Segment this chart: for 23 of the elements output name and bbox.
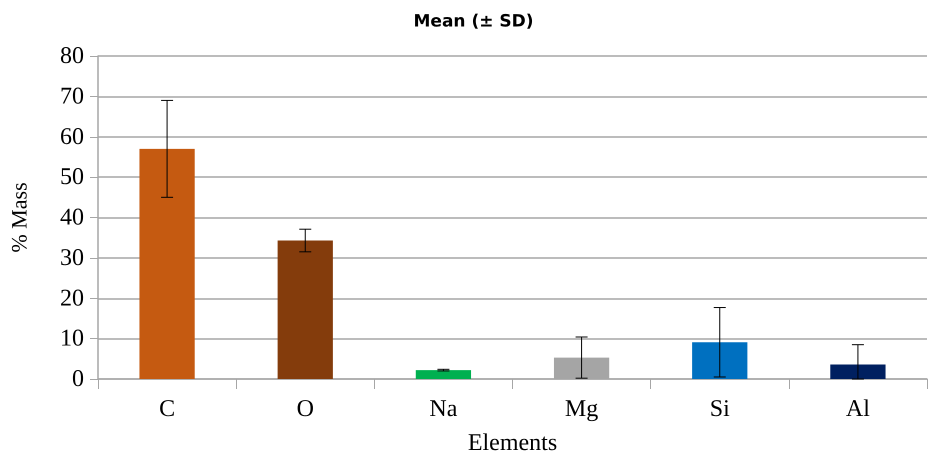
bar — [416, 370, 472, 379]
x-tick-label: Al — [846, 396, 870, 422]
y-axis-title: % Mass — [6, 182, 32, 253]
x-tick-label: Si — [710, 396, 730, 422]
x-tick-label: C — [159, 396, 176, 422]
bar — [692, 342, 748, 379]
y-tick-label: 40 — [60, 204, 84, 230]
chart-title: Mean (± SD) — [414, 12, 534, 32]
y-tick-label: 20 — [60, 285, 84, 312]
bar — [278, 240, 333, 379]
x-tick-label: Na — [429, 396, 458, 422]
y-tick-label: 10 — [60, 326, 84, 352]
bar — [830, 364, 886, 379]
x-tick-label: O — [296, 396, 314, 422]
y-tick-label: 70 — [60, 83, 84, 110]
y-tick-label: 60 — [60, 124, 84, 150]
y-tick-label: 0 — [72, 366, 84, 392]
y-tick-label: 30 — [60, 244, 84, 271]
x-axis-title: Elements — [468, 430, 558, 456]
x-tick-label: Mg — [564, 396, 598, 422]
y-tick-label: 80 — [60, 43, 84, 69]
bar — [139, 148, 195, 379]
y-tick-label: 50 — [60, 164, 84, 190]
